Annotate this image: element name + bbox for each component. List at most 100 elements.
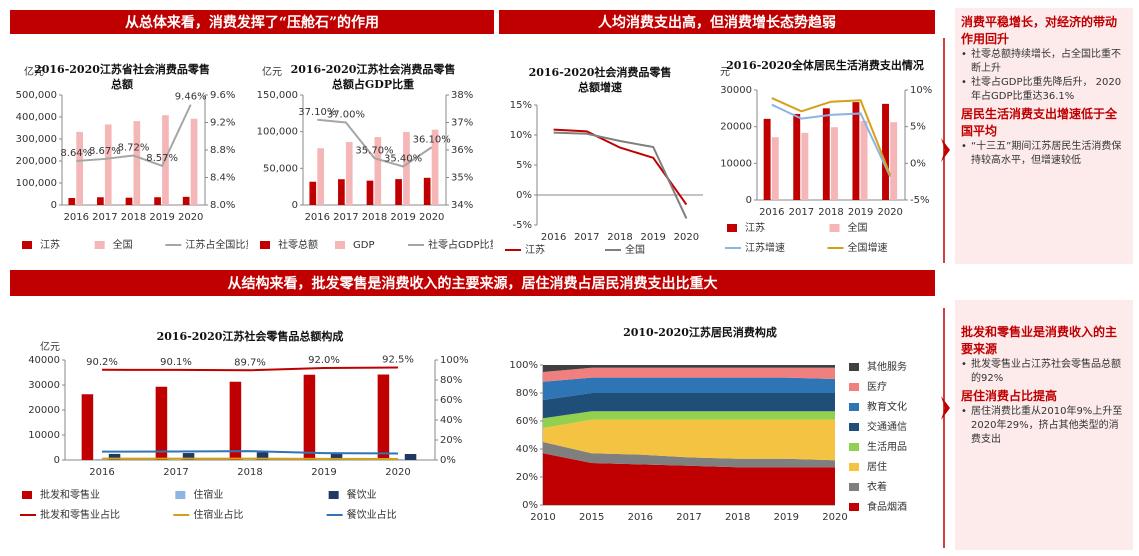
chart-title: 2016-2020江苏社会零售品总额构成	[156, 330, 344, 343]
line	[101, 450, 399, 455]
line	[317, 118, 433, 168]
y2-tick-label: -5%	[910, 195, 929, 206]
area	[543, 411, 835, 428]
legend-label: 江苏	[40, 238, 60, 251]
y2-tick-label: 8.0%	[210, 200, 235, 211]
y2-tick-label: 8.4%	[210, 173, 235, 184]
y-tick-label: 10000	[720, 158, 752, 169]
bar	[771, 137, 779, 200]
x-tick-label: 2015	[579, 512, 604, 523]
data-label: 92.5%	[382, 355, 414, 366]
legend-label: 居住	[867, 460, 887, 473]
x-tick-label: 2016	[541, 232, 566, 243]
bar	[852, 102, 860, 200]
legend-swatch	[22, 241, 32, 249]
line	[553, 131, 688, 219]
legend-label: 江苏	[745, 221, 765, 234]
data-label: 36.10%	[413, 134, 451, 145]
unit-label: 亿元	[24, 65, 44, 78]
data-label: 37.00%	[327, 110, 365, 121]
x-tick-label: 2017	[574, 232, 599, 243]
y-tick-label: 0	[54, 455, 60, 466]
data-label: 8.67%	[89, 146, 121, 157]
chart-title: 2016-2020江苏社会消费品零售总额占GDP比重	[290, 63, 456, 91]
unit-label: 亿元	[40, 340, 60, 353]
bar	[190, 118, 198, 205]
y2-tick-label: 0%	[440, 455, 456, 466]
legend-label: 江苏占全国比重	[185, 238, 248, 251]
y-tick-label: 100%	[509, 360, 538, 371]
x-tick-label: 2018	[121, 212, 146, 223]
legend-label: 食品烟酒	[867, 500, 907, 513]
bar	[404, 454, 417, 460]
bar	[377, 374, 390, 460]
legend-label: 全国增速	[848, 241, 888, 254]
legend-label: 其他服务	[867, 360, 907, 373]
legend-label: 餐饮业	[347, 488, 377, 501]
bar	[309, 181, 317, 205]
bar	[822, 108, 830, 200]
legend-swatch	[849, 383, 859, 391]
y-tick-label: 0	[292, 200, 298, 211]
bar	[317, 148, 324, 205]
banner: 人均消费支出高，但消费增长态势趋弱	[499, 10, 935, 34]
x-tick-label: 2016	[305, 212, 330, 223]
note-panel: 批发和零售业是消费收入的主要来源 批发零售业占江苏社会零售品总额的92% 居住消…	[955, 300, 1133, 550]
bar	[125, 197, 133, 205]
y2-tick-label: 60%	[440, 395, 462, 406]
legend-label: 住宿业	[193, 488, 223, 501]
note-heading: 居民生活消费支出增速低于全国平均	[961, 107, 1118, 138]
legend-swatch	[849, 483, 859, 491]
legend-label: 社零占GDP比重	[428, 238, 493, 251]
bar	[68, 198, 76, 205]
y2-tick-label: 35%	[451, 173, 473, 184]
y-tick-label: 30000	[28, 380, 60, 391]
banner: 从结构来看，批发零售是消费收入的主要来源，居住消费占居民消费支出比重大	[10, 270, 935, 296]
area	[543, 453, 835, 505]
x-tick-label: 2019	[390, 212, 415, 223]
note-bullet: 批发零售业占江苏社会零售品总额的92%	[961, 358, 1127, 386]
bar	[81, 394, 94, 460]
chart: -5% 0% 5% 10% 15% 2016 2017 2018 2019 2020 江苏 全国	[505, 100, 703, 256]
note-panel: 消费平稳增长，对经济的带动作用回升 社零总额持续增长，占全国比重不断上升 社零占…	[955, 8, 1133, 264]
note-heading: 批发和零售业是消费收入的主要来源	[961, 325, 1118, 356]
line	[553, 128, 688, 206]
line	[771, 97, 892, 176]
y-tick-label: 150,000	[257, 90, 298, 101]
legend-swatch	[849, 443, 859, 451]
x-tick-label: 2017	[163, 467, 188, 478]
x-tick-label: 2017	[789, 207, 814, 218]
note-bullet: “十三五”期间江苏居民生活消费保持较高水平，但增速较低	[961, 140, 1127, 168]
y2-tick-label: 36%	[451, 145, 473, 156]
chart-title: 2016-2020全体居民生活消费支出情况	[726, 59, 924, 72]
bar	[882, 103, 889, 200]
bar	[831, 127, 838, 200]
x-tick-label: 2018	[362, 212, 387, 223]
y2-tick-label: 100%	[440, 355, 469, 366]
bar	[763, 118, 771, 200]
note-bullet: 社零占GDP比重先降后升， 2020年占GDP比重达36.1%	[961, 76, 1127, 104]
unit-label: 亿元	[262, 65, 282, 78]
note-bullet: 社零总额持续增长，占全国比重不断上升	[961, 48, 1127, 76]
chart: 亿元 0 100,000 200,000 300,000 400,000 500,000 8.…	[16, 65, 248, 251]
legend-swatch	[849, 403, 859, 411]
legend-label: 衣着	[867, 480, 887, 493]
y2-tick-label: 34%	[451, 200, 473, 211]
bar	[155, 386, 168, 460]
bar	[229, 381, 242, 460]
y-tick-label: 300,000	[16, 134, 57, 145]
bar	[154, 197, 161, 205]
line	[771, 103, 892, 177]
area	[543, 365, 835, 372]
y2-tick-label: 5%	[910, 122, 926, 133]
y-tick-label: 400,000	[16, 112, 57, 123]
x-tick-label: 2018	[237, 467, 262, 478]
area	[543, 419, 835, 461]
y-tick-label: 100,000	[257, 127, 298, 138]
bar	[366, 180, 374, 205]
x-tick-label: 2020	[877, 207, 902, 218]
legend-label: GDP	[353, 240, 374, 251]
y-tick-label: 0%	[522, 500, 538, 511]
x-tick-label: 2020	[674, 232, 699, 243]
y-tick-label: 10%	[510, 130, 532, 141]
